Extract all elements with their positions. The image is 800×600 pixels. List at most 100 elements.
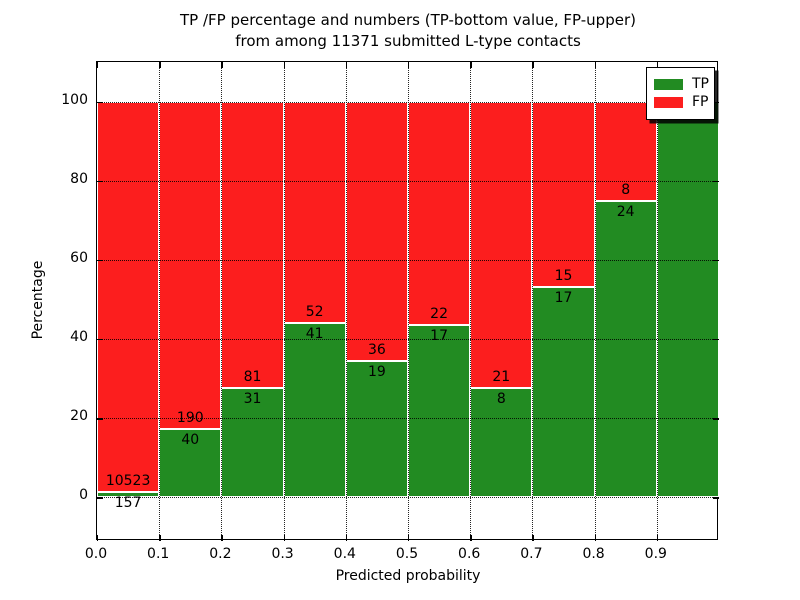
x-tick-mark [594,535,596,541]
bar-count-fp: 190 [176,409,204,426]
bar-segment-tp [594,200,657,498]
legend-entry-fp: FP [654,94,709,110]
x-gridline [594,62,596,541]
x-axis-label: Predicted probability [335,568,481,584]
x-tick-mark [656,535,659,541]
y-tick-mark [713,497,719,499]
x-tick-label: 0.4 [333,546,356,562]
legend-swatch-tp-icon [654,78,683,90]
y-tick-mark [97,418,103,420]
bar-count-fp: 8 [621,181,631,198]
bar-segment-tp [283,322,346,498]
x-tick-label: 0.8 [582,546,605,562]
x-tick-mark [656,62,659,68]
y-tick-label: 0 [79,487,88,504]
y-tick-mark [97,259,103,262]
y-tick-mark [97,339,103,341]
y-gridline [97,418,719,420]
y-tick-label: 80 [70,170,88,187]
bar-segment-fp [408,101,471,325]
x-gridline [283,62,285,541]
bar-count-tp: 17 [554,290,573,307]
y-gridline [97,101,719,103]
y-gridline [97,339,719,341]
x-gridline [408,62,409,541]
bar-count-tp: 31 [243,390,262,407]
x-tick-mark [345,535,348,541]
bar-segment-fp [159,101,222,429]
x-tick-label: 0.3 [271,546,294,562]
y-gridline [97,497,719,499]
bar-segment-tp [532,287,595,498]
y-tick-mark [97,497,103,499]
bar-count-fp: 36 [367,341,386,358]
bar-segment-fp [97,101,160,492]
bar-count-tp: 41 [305,325,324,342]
x-tick-label: 0.1 [147,546,170,562]
bar-count-fp: 22 [430,305,448,322]
y-tick-mark [713,259,719,262]
x-tick-mark [283,535,285,541]
x-gridline [470,62,472,541]
y-gridline [97,180,719,182]
x-tick-mark [594,62,596,68]
bar-segment-tp [656,101,719,498]
bar-count-fp: 15 [554,268,573,285]
x-tick-mark [283,62,285,68]
bar-segment-fp [345,101,408,361]
x-gridline [656,62,658,541]
x-gridline [159,62,161,541]
x-tick-mark [97,535,99,541]
x-tick-mark [408,535,410,541]
y-tick-label: 40 [70,329,88,346]
x-tick-mark [221,62,223,68]
bar-count-fp: 10523 [105,472,151,489]
bar-count-fp: 81 [243,368,262,385]
x-tick-mark [532,535,534,541]
x-tick-label: 0.7 [520,546,543,562]
y-tick-label: 100 [61,91,88,108]
bar-segment-fp [283,101,346,323]
x-tick-mark [408,62,410,68]
bar-count-tp: 8 [496,391,506,408]
x-tick-mark [470,535,472,541]
y-tick-mark [713,418,719,420]
chart-title-line2: from among 11371 submitted L-type contac… [235,32,581,50]
legend-label-tp: TP [692,76,709,92]
bar-segment-fp [470,101,533,389]
y-tick-label: 20 [70,408,88,425]
x-gridline [532,62,534,541]
x-tick-mark [532,62,534,68]
bar-count-tp: 19 [367,363,386,380]
y-gridline [97,259,719,261]
x-tick-mark [159,535,161,541]
y-tick-mark [713,180,719,183]
y-tick-label: 60 [70,249,88,266]
bar-count-tp: 24 [616,203,635,220]
x-tick-label: 0.2 [209,546,232,562]
bar-segment-fp [221,101,284,388]
bar-segment-tp [345,360,408,498]
bar-count-tp: 157 [114,494,142,511]
x-gridline [345,62,347,541]
legend-label-fp: FP [692,94,709,110]
y-tick-mark [713,101,719,103]
bar-segment-tp [221,387,284,498]
legend-swatch-fp-icon [654,96,683,108]
bar-count-fp: 21 [492,369,511,386]
legend: TP FP [646,67,715,120]
bar-segment-tp [97,491,160,498]
x-tick-label: 0.0 [84,546,108,562]
bar-count-tp: 40 [181,431,200,448]
chart-title-line1: TP /FP percentage and numbers (TP-bottom… [180,11,636,29]
y-tick-mark [97,180,103,183]
x-tick-mark [97,62,99,68]
x-tick-label: 0.6 [458,546,481,562]
y-tick-mark [713,339,719,341]
legend-entry-tp: TP [654,76,709,92]
x-gridline [221,62,223,541]
x-tick-label: 0.5 [395,546,419,562]
bar-count-tp: 17 [430,327,448,344]
x-tick-mark [345,62,348,68]
